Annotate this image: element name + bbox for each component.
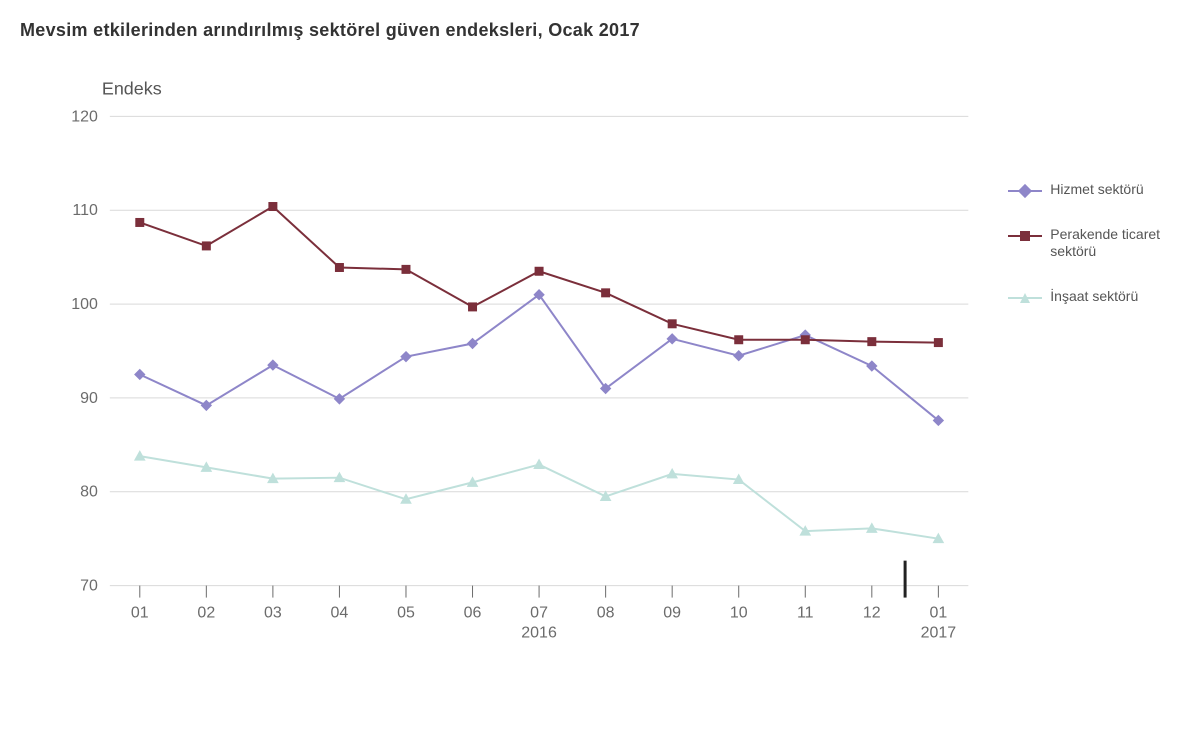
data-marker bbox=[268, 360, 278, 370]
x-tick-label: 01 bbox=[929, 605, 947, 622]
legend-swatch bbox=[1008, 291, 1042, 305]
data-marker bbox=[136, 218, 144, 226]
legend-label: Perakende ticaret sektörü bbox=[1050, 226, 1180, 260]
y-tick-label: 80 bbox=[80, 484, 98, 501]
series-line-hizmet bbox=[140, 295, 939, 421]
x-tick-label: 10 bbox=[730, 605, 748, 622]
y-tick-label: 110 bbox=[72, 202, 98, 219]
data-marker bbox=[135, 451, 145, 460]
legend: Hizmet sektörü Perakende ticaret sektörü İ… bbox=[1008, 181, 1180, 333]
x-tick-label: 01 bbox=[131, 605, 149, 622]
data-marker bbox=[868, 338, 876, 346]
data-marker bbox=[469, 303, 477, 311]
data-marker bbox=[934, 339, 942, 347]
data-marker bbox=[402, 265, 410, 273]
x-tick-label: 07 bbox=[530, 605, 548, 622]
legend-swatch bbox=[1008, 184, 1042, 198]
data-marker bbox=[401, 352, 411, 362]
y-tick-label: 120 bbox=[71, 108, 98, 125]
chart-container: Mevsim etkilerinden arındırılmış sektöre… bbox=[20, 20, 1180, 656]
x-sub-label: 2016 bbox=[521, 625, 557, 642]
y-tick-label: 90 bbox=[80, 390, 98, 407]
plot-area: 70 80 90 100 110 120Endeks 01 02 03 04 05 06 07 2016 0… bbox=[20, 61, 1180, 656]
x-tick-label: 04 bbox=[331, 605, 349, 622]
x-tick-label: 08 bbox=[597, 605, 615, 622]
y-tick-label: 100 bbox=[71, 296, 98, 313]
data-marker bbox=[602, 289, 610, 297]
y-axis-title: Endeks bbox=[102, 78, 162, 98]
data-marker bbox=[202, 242, 210, 250]
x-tick-label: 05 bbox=[397, 605, 415, 622]
x-tick-label: 11 bbox=[797, 605, 814, 622]
legend-item-hizmet: Hizmet sektörü bbox=[1008, 181, 1180, 198]
data-marker bbox=[535, 267, 543, 275]
legend-label: İnşaat sektörü bbox=[1050, 288, 1138, 305]
x-tick-label: 02 bbox=[197, 605, 215, 622]
x-tick-label: 09 bbox=[663, 605, 681, 622]
data-marker bbox=[801, 336, 809, 344]
legend-label: Hizmet sektörü bbox=[1050, 181, 1143, 198]
data-marker bbox=[335, 264, 343, 272]
x-tick-label: 03 bbox=[264, 605, 282, 622]
data-marker bbox=[734, 351, 744, 361]
y-tick-label: 70 bbox=[80, 578, 98, 595]
legend-item-insaat: İnşaat sektörü bbox=[1008, 288, 1180, 305]
legend-swatch bbox=[1008, 229, 1042, 243]
x-sub-label: 2017 bbox=[921, 625, 957, 642]
chart-title: Mevsim etkilerinden arındırılmış sektöre… bbox=[20, 20, 1180, 41]
data-marker bbox=[201, 400, 211, 410]
x-tick-label: 12 bbox=[863, 605, 881, 622]
data-marker bbox=[135, 369, 145, 379]
data-marker bbox=[668, 320, 676, 328]
data-marker bbox=[735, 336, 743, 344]
data-marker bbox=[334, 394, 344, 404]
x-tick-label: 06 bbox=[464, 605, 482, 622]
data-marker bbox=[534, 460, 544, 469]
legend-item-perakende: Perakende ticaret sektörü bbox=[1008, 226, 1180, 260]
line-chart: 70 80 90 100 110 120Endeks 01 02 03 04 05 06 07 2016 0… bbox=[20, 61, 978, 656]
data-marker bbox=[269, 203, 277, 211]
